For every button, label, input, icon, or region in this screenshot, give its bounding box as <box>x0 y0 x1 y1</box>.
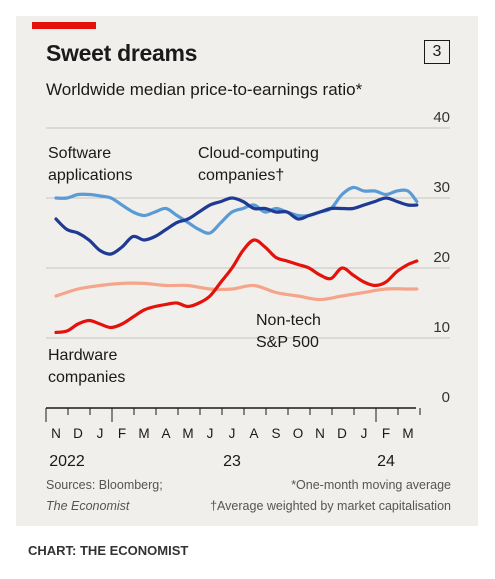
publisher-text: The Economist <box>46 499 130 513</box>
y-tick-label-0: 0 <box>442 389 450 406</box>
chart-number-badge: 3 <box>424 40 450 64</box>
chart-credit: CHART: THE ECONOMIST <box>28 543 189 558</box>
sources-text: Sources: Bloomberg; <box>46 478 163 492</box>
x-year-label-2022: 2022 <box>49 453 85 470</box>
x-tick-label-month: M <box>402 426 413 441</box>
x-tick-label-month: S <box>271 426 280 441</box>
series-line-software <box>54 185 419 235</box>
y-tick-label-20: 20 <box>433 249 450 266</box>
x-tick-label-month: J <box>229 426 236 441</box>
series-label-hardware: companies <box>48 369 125 386</box>
x-tick-label-month: F <box>382 426 390 441</box>
x-tick-label-month: D <box>337 426 347 441</box>
x-tick-label-month: M <box>138 426 149 441</box>
series-label-nontech: Non-tech <box>256 312 321 329</box>
x-tick-label-month: N <box>51 426 61 441</box>
chart-card <box>16 16 478 526</box>
series-line-nontech <box>54 281 419 302</box>
x-tick-label-month: N <box>315 426 325 441</box>
series-line-hardware <box>54 238 419 334</box>
series-label-cloud: companies† <box>198 167 284 184</box>
x-tick-label-month: A <box>161 426 170 441</box>
series-label-software: applications <box>48 167 133 184</box>
x-tick-label-month: F <box>118 426 126 441</box>
chart-title: Sweet dreams <box>46 40 198 66</box>
series-label-nontech: S&P 500 <box>256 334 319 351</box>
series-label-software: Software <box>48 145 111 162</box>
y-tick-label-40: 40 <box>433 109 450 126</box>
footnote-weighted: †Average weighted by market capitalisati… <box>210 499 451 513</box>
x-tick-label-month: J <box>361 426 368 441</box>
x-tick-label-month: M <box>182 426 193 441</box>
y-tick-label-10: 10 <box>433 319 450 336</box>
x-tick-label-month: D <box>73 426 83 441</box>
x-year-label-23: 23 <box>223 453 241 470</box>
x-tick-label-month: J <box>97 426 104 441</box>
chart-subtitle: Worldwide median price-to-earnings ratio… <box>46 80 363 99</box>
x-year-label-24: 24 <box>377 453 395 470</box>
series-label-cloud: Cloud-computing <box>198 145 319 162</box>
brand-red-tag <box>32 22 96 29</box>
series-line-cloud <box>54 196 419 256</box>
x-tick-label-month: O <box>293 426 304 441</box>
x-tick-label-month: A <box>249 426 258 441</box>
x-tick-label-month: J <box>207 426 214 441</box>
footnote-moving-average: *One-month moving average <box>291 478 451 492</box>
series-label-hardware: Hardware <box>48 347 117 364</box>
y-tick-label-30: 30 <box>433 179 450 196</box>
